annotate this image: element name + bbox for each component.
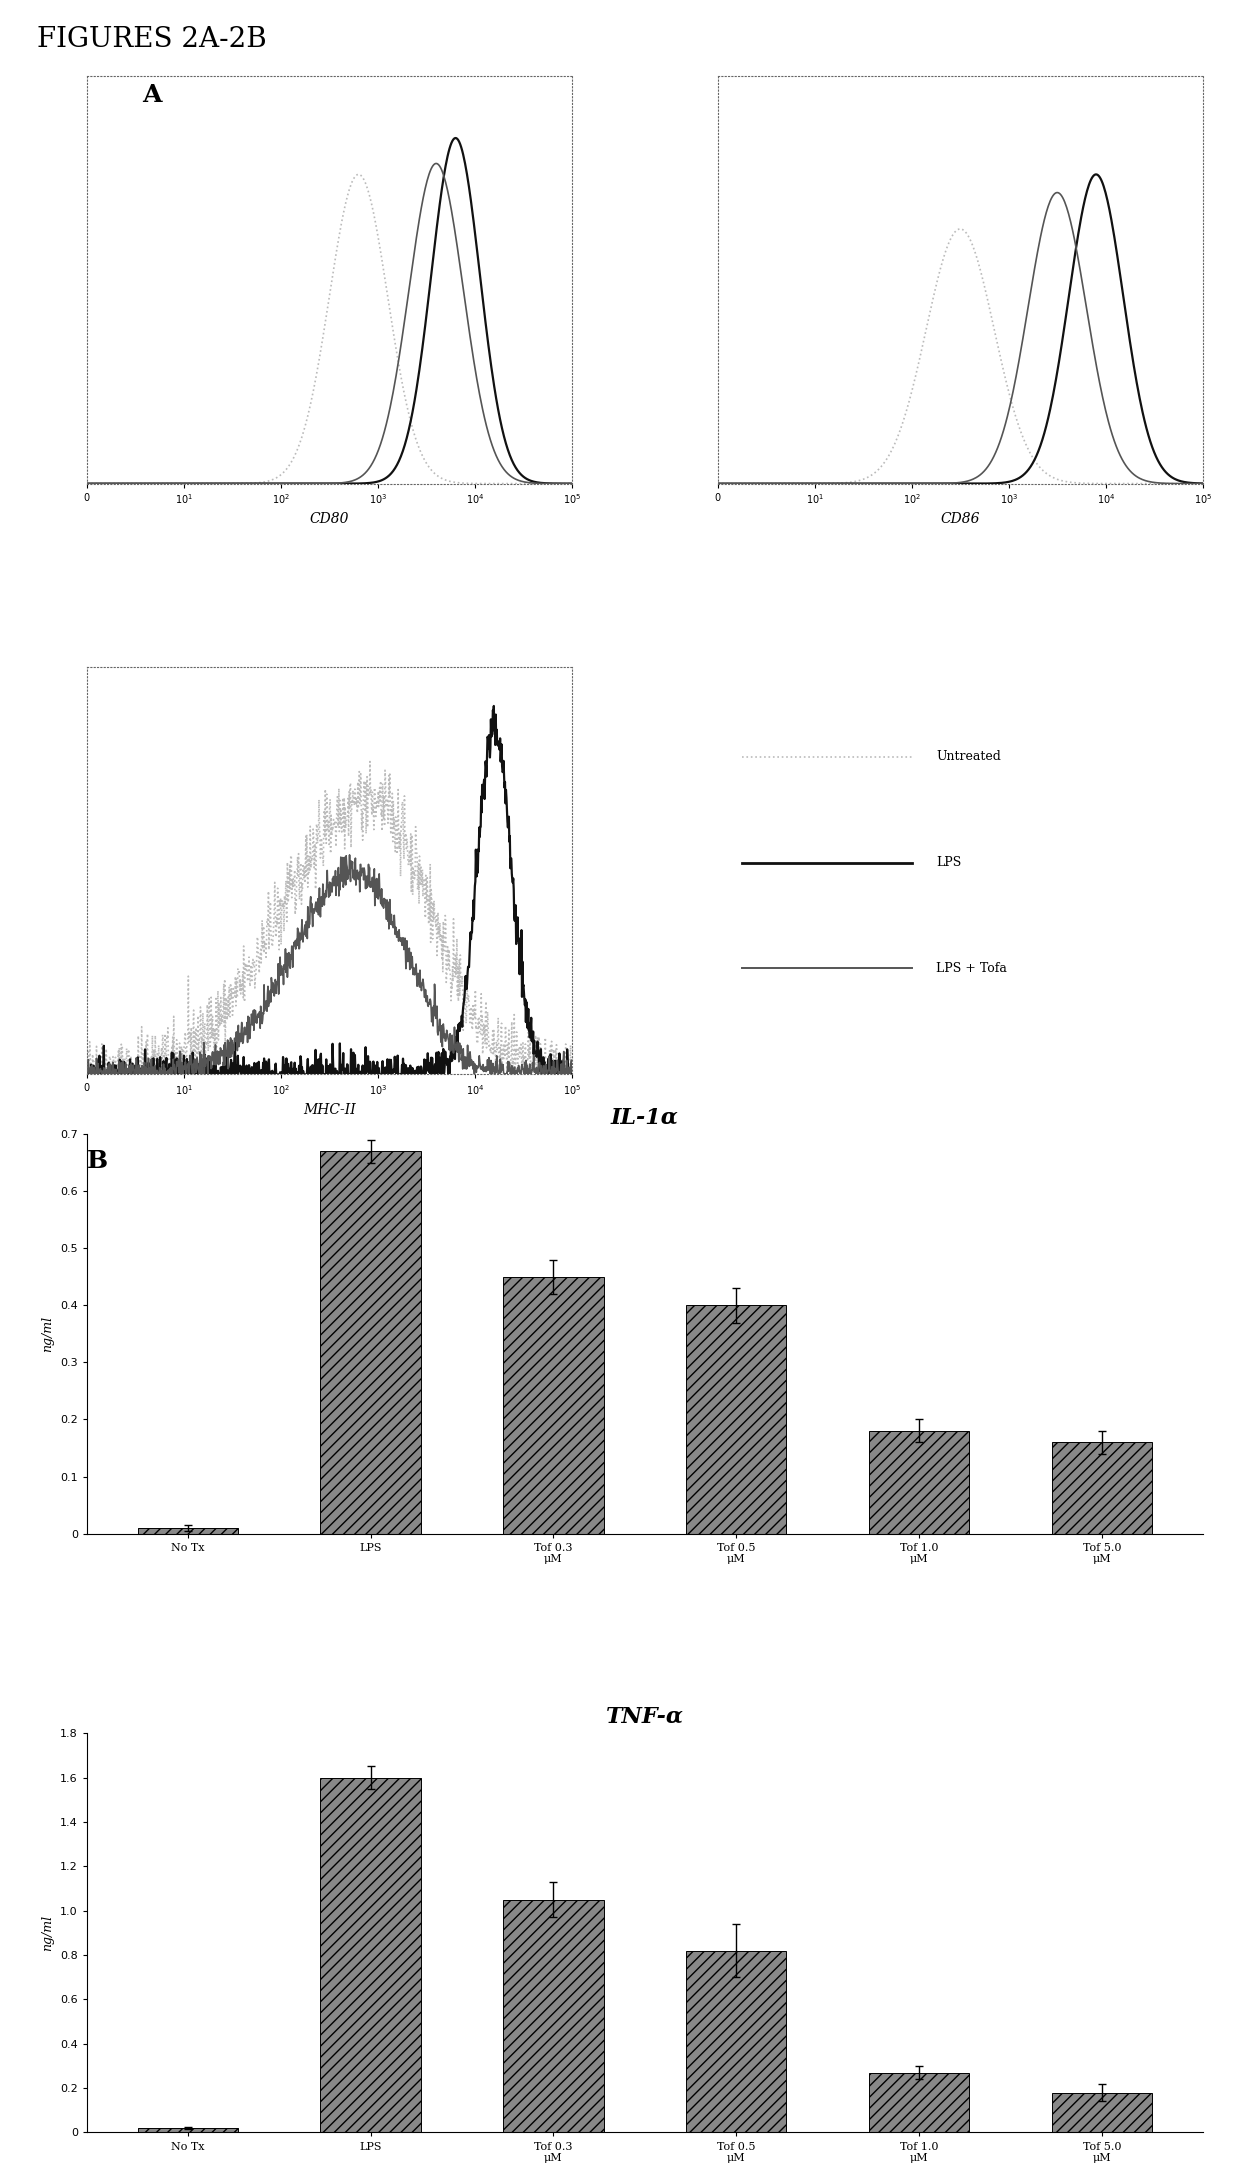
X-axis label: CD86: CD86 (940, 511, 980, 527)
Bar (1052, 1443, 1152, 1534)
Bar (320, 1778, 420, 2132)
Bar (503, 1277, 604, 1534)
Bar (138, 2128, 238, 2132)
Bar (1052, 2093, 1152, 2132)
Y-axis label: ng/ml: ng/ml (41, 1316, 55, 1351)
Bar (869, 2072, 970, 2132)
Text: LPS: LPS (936, 855, 961, 868)
Text: FIGURES 2A-2B: FIGURES 2A-2B (37, 26, 267, 52)
Text: Untreated: Untreated (936, 751, 1001, 764)
Text: A: A (143, 83, 162, 107)
Bar (503, 1900, 604, 2132)
X-axis label: MHC-II: MHC-II (303, 1103, 356, 1116)
Bar (320, 1151, 420, 1534)
Title: TNF-α: TNF-α (606, 1706, 683, 1728)
X-axis label: CD80: CD80 (310, 511, 350, 527)
Text: LPS + Tofa: LPS + Tofa (936, 962, 1007, 975)
Y-axis label: ng/ml: ng/ml (41, 1915, 55, 1952)
Bar (138, 1528, 238, 1534)
Bar (686, 1950, 786, 2132)
Text: B: B (87, 1149, 108, 1173)
Bar (869, 1432, 970, 1534)
Title: IL-1α: IL-1α (611, 1105, 678, 1127)
Bar (686, 1306, 786, 1534)
